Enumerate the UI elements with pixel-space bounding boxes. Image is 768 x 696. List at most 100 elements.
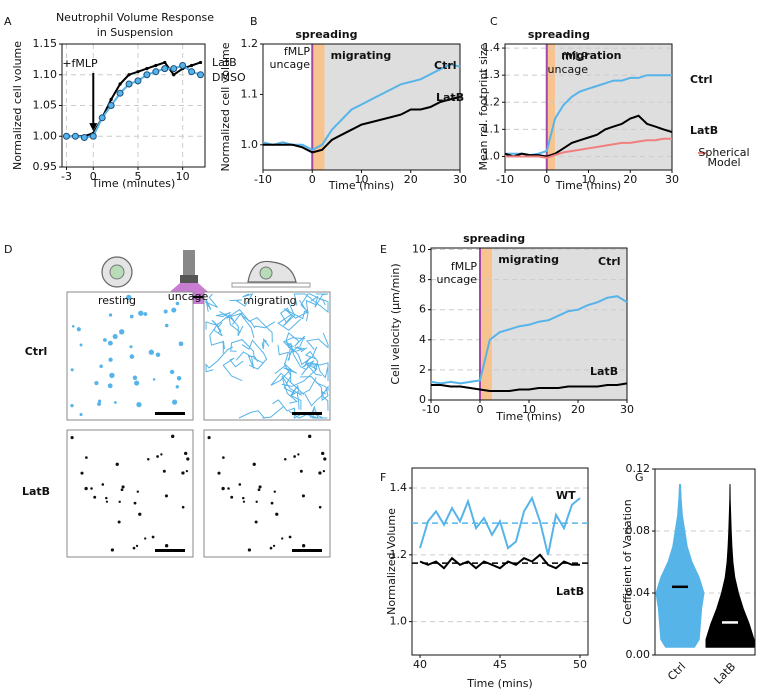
marker [118, 82, 122, 86]
y-tick-label: 0 [419, 393, 426, 406]
cell [284, 458, 287, 461]
track [217, 312, 255, 338]
cell [185, 469, 189, 473]
chart-title: Neutrophil Volume Response [56, 11, 214, 24]
plot-frame [262, 43, 461, 171]
cell [318, 471, 322, 475]
cell [132, 375, 138, 380]
cell [227, 487, 230, 490]
cell [184, 451, 188, 456]
track [281, 363, 322, 387]
cell [171, 307, 177, 313]
cell [217, 471, 221, 475]
x-axis-label: Time (minutes) [91, 177, 176, 190]
span [324, 44, 460, 170]
cell [162, 469, 166, 473]
span [546, 44, 556, 170]
span-label: spreading [463, 232, 525, 245]
cell [301, 494, 305, 498]
series-line [263, 95, 461, 154]
marker [145, 67, 149, 71]
marker [161, 65, 169, 73]
track [290, 342, 315, 371]
track [304, 350, 319, 372]
cell [110, 548, 115, 552]
cell [108, 357, 113, 362]
cell [129, 345, 133, 349]
y-tick-label: 1.10 [33, 68, 58, 81]
y-tick-label: 1.3 [483, 68, 501, 81]
marker [116, 89, 124, 97]
track [277, 307, 301, 331]
series-line [66, 64, 201, 139]
x-tick-label: Ctrl [665, 660, 688, 683]
track [288, 409, 326, 419]
panel-label: C [490, 15, 498, 28]
x-tick-label: 20 [404, 173, 418, 186]
scale-bar [292, 412, 322, 415]
cell [171, 399, 178, 405]
panel-d-art [66, 250, 331, 558]
marker [152, 68, 160, 76]
track [228, 315, 244, 337]
plot-frame [411, 467, 589, 656]
cell [272, 544, 276, 548]
image-frame [203, 429, 331, 558]
x-axis-label: Time (mins) [466, 677, 532, 690]
x-tick-label: 20 [623, 173, 637, 186]
series-line [430, 295, 628, 385]
cell [164, 323, 169, 328]
cell [155, 352, 161, 358]
cell [160, 453, 163, 456]
x-tick-label: 10 [355, 173, 369, 186]
x-tick-label: LatB [712, 660, 739, 687]
nucleus [259, 266, 273, 280]
marker [98, 114, 106, 122]
panel-label: G [635, 471, 644, 484]
y-tick-label: 1.2 [241, 37, 259, 50]
cell [281, 537, 284, 540]
cell [181, 471, 185, 475]
cell [176, 376, 182, 381]
cell [318, 505, 322, 509]
cell [119, 329, 125, 335]
cell [273, 490, 276, 493]
marker [107, 102, 115, 109]
y-tick-label: 1.2 [390, 548, 408, 561]
y-tick-label: 1.1 [483, 122, 501, 135]
cell [186, 457, 190, 461]
y-tick-label: 1.0 [241, 138, 259, 151]
track [299, 376, 329, 402]
y-tick-label: 1.4 [483, 41, 501, 54]
cell [138, 512, 142, 516]
y-tick-label: 0.00 [626, 648, 651, 661]
cell [93, 495, 97, 499]
cell [275, 512, 279, 516]
cell [207, 436, 211, 440]
y-tick-label: 0.12 [626, 462, 651, 475]
cell [247, 548, 252, 552]
row-label: Ctrl [25, 345, 48, 358]
track [274, 362, 298, 375]
icon-label: resting [98, 294, 136, 307]
track [261, 337, 270, 349]
track [209, 322, 225, 354]
x-tick-label: 0 [309, 173, 316, 186]
cell [293, 455, 296, 458]
substrate [231, 282, 311, 288]
cell [178, 341, 184, 347]
series-line [419, 553, 580, 570]
x-tick-label: 30 [453, 173, 467, 186]
cell [94, 381, 99, 386]
track [229, 293, 254, 307]
cell [112, 334, 118, 340]
marker [172, 73, 176, 77]
track [238, 406, 284, 419]
cell [255, 500, 258, 503]
cell [164, 494, 168, 498]
cell [322, 469, 326, 473]
series-label: LatB [590, 365, 618, 378]
series-line [66, 61, 201, 138]
cell [156, 455, 159, 458]
track [211, 319, 223, 337]
